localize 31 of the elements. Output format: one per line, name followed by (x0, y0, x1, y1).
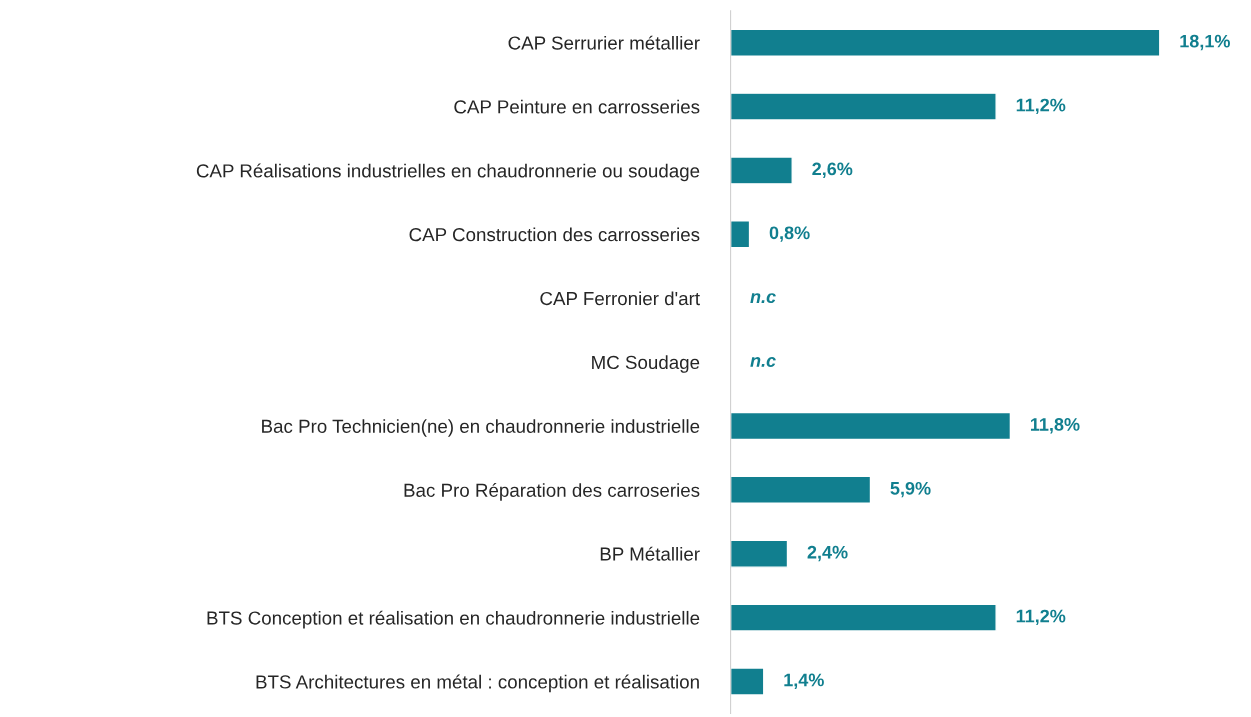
data-label: 11,2% (1016, 98, 1066, 115)
y-tick-label: MC Soudage (592, 355, 700, 373)
bar (730, 220, 751, 249)
y-tick-label: CAP Serrurier métallier (508, 35, 700, 50)
y-tick-label: Bac Pro Réparation des carroseries (404, 482, 700, 501)
bar (730, 603, 997, 632)
data-label: 11,8% (1030, 418, 1080, 434)
y-tick-label: CAP Réalisations industrielles en chaudronnerie ou soudage (196, 163, 700, 182)
bar (730, 411, 1012, 441)
bar (730, 667, 765, 696)
y-tick-label: CAP Peinture en carrosseries (454, 99, 700, 114)
data-label: 18,1% (1180, 34, 1230, 51)
data-label: 2,4% (807, 545, 848, 562)
y-tick-label: CAP Construction des carrosseries (409, 227, 700, 242)
y-tick-label: BP Métallier (600, 546, 700, 561)
data-label: 11,2% (1016, 609, 1066, 626)
data-label: 0,8% (769, 226, 810, 242)
bar (730, 475, 872, 504)
bar (730, 92, 997, 121)
y-tick-label: Bac Pro Technicien(ne) en chaudronnerie industrielle (262, 419, 700, 437)
data-label: 2,6% (812, 162, 853, 178)
y-tick-label: BTS Architectures en métal : conception et réalisation (256, 674, 699, 693)
bar (730, 156, 793, 185)
data-label: 5,9% (890, 481, 931, 498)
y-tick-label: BTS Conception et réalisation en chaudronnerie industrielle (207, 610, 700, 629)
y-tick-label: CAP Ferronier d'art (540, 291, 700, 306)
text: n.c (750, 357, 776, 367)
bar (730, 539, 789, 568)
data-label: 1,4% (784, 673, 824, 689)
bar (730, 28, 1161, 57)
text: n.c (750, 293, 776, 304)
